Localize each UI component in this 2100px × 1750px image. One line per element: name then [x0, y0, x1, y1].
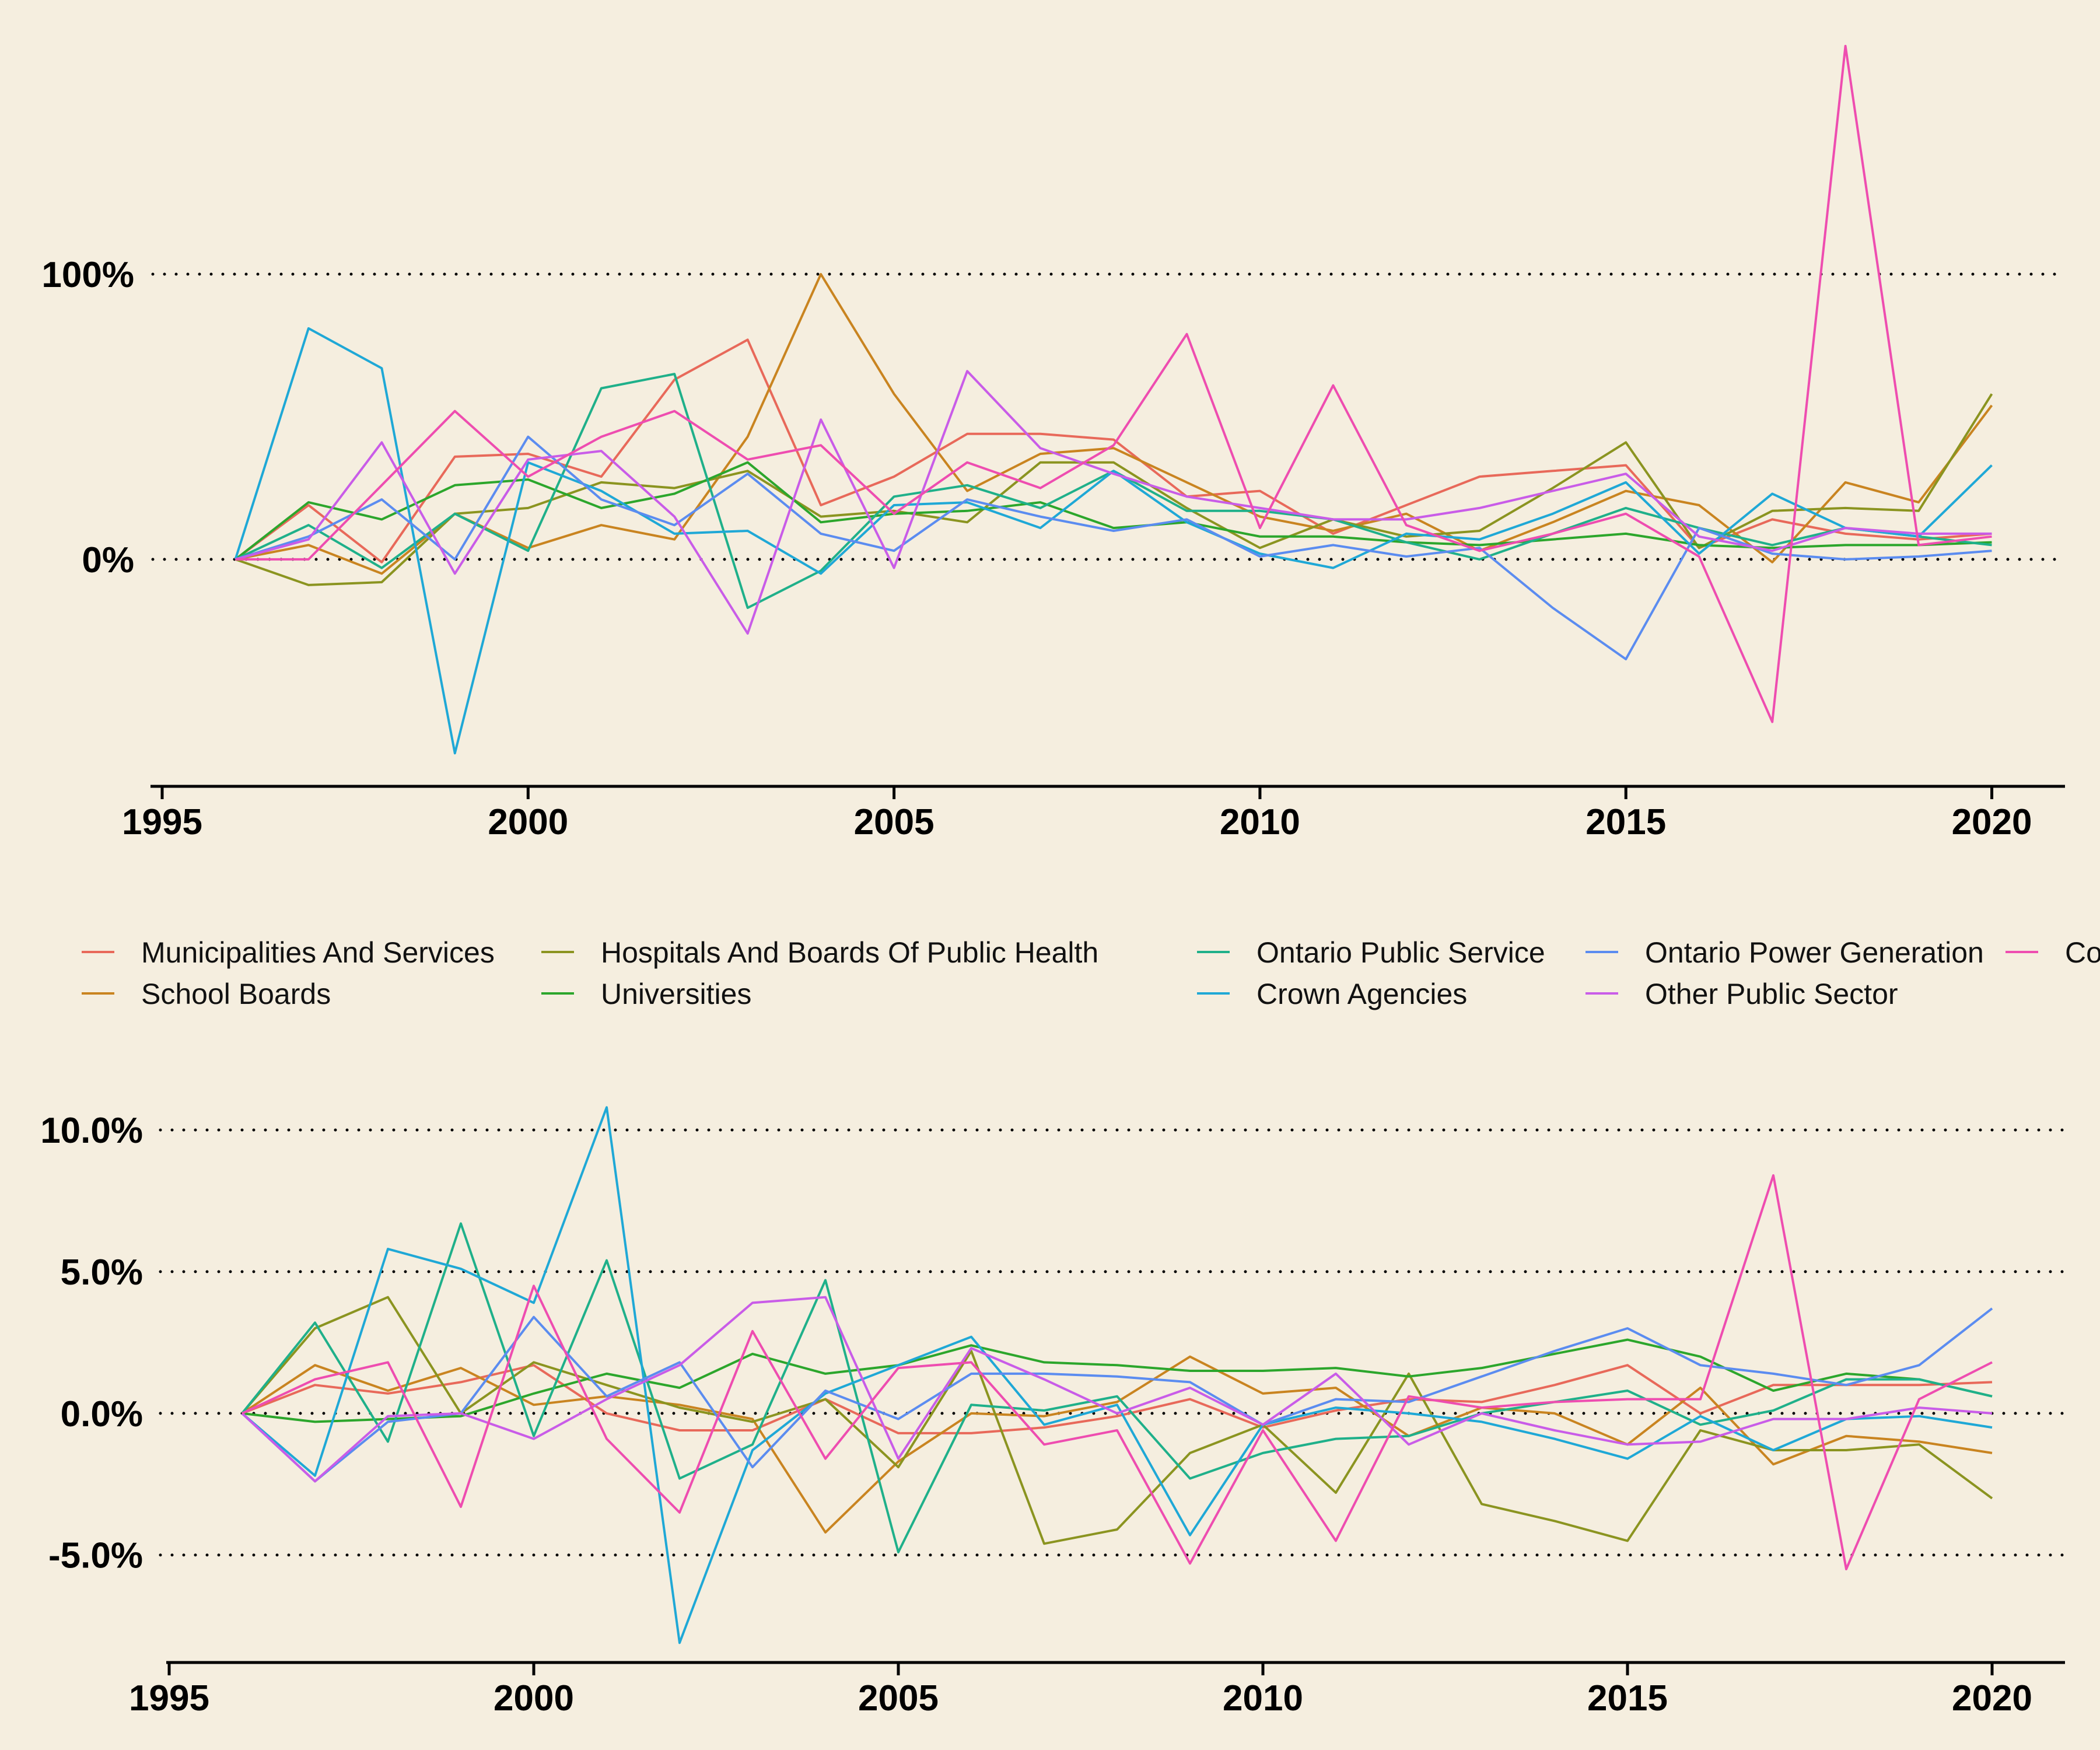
y-tick-label: 10.0% — [40, 1111, 143, 1151]
legend-label: Hospitals And Boards Of Public Health — [601, 936, 1098, 969]
series-line-ontario-public-service — [235, 373, 1992, 609]
series-line-coll — [235, 44, 1992, 723]
x-tick-label: 2000 — [488, 802, 568, 842]
series-line-universities — [235, 461, 1992, 561]
x-tick-label: 1995 — [129, 1678, 209, 1718]
top-panel: 0% 100% 1995 2000 2005 2010 2015 2020 — [41, 44, 2067, 842]
x-tick-label: 2005 — [858, 1678, 939, 1718]
series-line-hospitals-and-boards-of-public-health — [241, 1296, 1993, 1545]
series-line-ontario-power-generation — [241, 1307, 1993, 1483]
x-tick-label: 2005 — [854, 802, 935, 842]
legend-label: School Boards — [141, 978, 331, 1010]
x-tick-label: 2020 — [1952, 1678, 2032, 1718]
legend-label: Other Public Sector — [1645, 978, 1898, 1010]
series-line-crown-agencies — [241, 1106, 1993, 1644]
legend: Municipalities And Services School Boards… — [82, 936, 2100, 1010]
series-line-ontario-power-generation — [235, 435, 1992, 660]
x-tick-label: 2020 — [1952, 802, 2032, 842]
x-tick-label: 1995 — [122, 802, 202, 842]
legend-label: Ontario Public Service — [1256, 936, 1545, 969]
series-line-crown-agencies — [234, 327, 1993, 755]
legend-label: Universities — [601, 978, 751, 1010]
x-tick-label: 2015 — [1587, 1678, 1668, 1718]
series-line-hospitals-and-boards-of-public-health — [235, 393, 1993, 586]
series-line-other-public-sector — [241, 1296, 1993, 1483]
y-tick-label: 0.0% — [61, 1394, 143, 1434]
y-tick-label: 100% — [41, 255, 134, 295]
y-tick-label: 5.0% — [61, 1252, 143, 1293]
x-tick-label: 2010 — [1223, 1678, 1303, 1718]
legend-label: Crown Agencies — [1256, 978, 1467, 1010]
x-tick-label: 2000 — [494, 1678, 574, 1718]
series-line-school-boards — [241, 1355, 1993, 1534]
x-tick-label: 2010 — [1220, 802, 1300, 842]
legend-label: Municipalities And Services — [141, 936, 495, 969]
series-line-other-public-sector — [235, 370, 1992, 635]
series-line-universities — [242, 1338, 1993, 1423]
legend-label: Coll — [2065, 936, 2100, 969]
legend-label: Ontario Power Generation — [1645, 936, 1984, 969]
series-line-municipalities-and-services — [242, 1364, 1993, 1434]
bottom-panel: -5.0% 0.0% 5.0% 10.0% 1995 2000 2005 2010 2015 20… — [40, 1106, 2067, 1718]
series-line-ontario-public-service — [241, 1222, 1993, 1553]
y-tick-label: -5.0% — [48, 1536, 143, 1576]
series-line-school-boards — [235, 273, 1993, 575]
x-tick-label: 2015 — [1586, 802, 1666, 842]
y-tick-label: 0% — [82, 540, 134, 580]
series-line-coll — [242, 1174, 1993, 1570]
